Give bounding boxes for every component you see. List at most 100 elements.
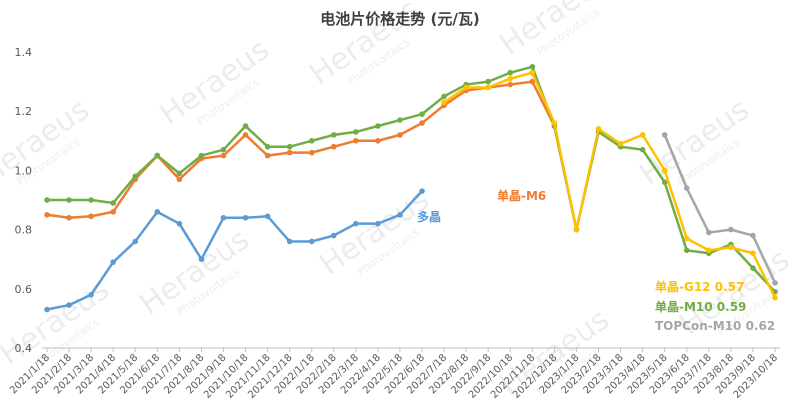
data-point [132, 238, 139, 245]
data-point [44, 212, 50, 218]
data-point [507, 75, 514, 82]
series-label: 单晶-M10 0.59 [655, 299, 746, 314]
data-point [397, 117, 403, 123]
data-point [66, 197, 72, 203]
y-tick-label: 1.4 [15, 46, 33, 59]
data-point [353, 129, 359, 135]
data-point [750, 265, 756, 271]
data-point [750, 232, 756, 239]
data-point [132, 173, 139, 180]
data-point [529, 69, 536, 76]
data-point [308, 138, 315, 144]
data-point [441, 99, 447, 106]
data-point [264, 213, 271, 220]
data-point [220, 214, 227, 221]
data-point [110, 209, 116, 215]
data-point [66, 214, 72, 221]
data-point [286, 143, 293, 150]
data-point [661, 132, 668, 138]
data-point [617, 140, 624, 147]
series-line [46, 80, 578, 230]
data-point [330, 232, 337, 239]
data-point [308, 149, 315, 156]
data-point [397, 212, 403, 218]
data-point [242, 123, 249, 129]
data-point [44, 306, 50, 313]
data-point [419, 120, 425, 126]
data-point [507, 69, 514, 76]
data-point [639, 146, 646, 153]
data-point [419, 188, 425, 194]
data-point [242, 132, 249, 138]
data-point [308, 238, 315, 245]
series-label: 单晶-G12 0.57 [655, 279, 744, 294]
data-point [110, 259, 116, 265]
data-point [220, 146, 227, 153]
series-line [46, 190, 423, 311]
series-line [663, 134, 777, 284]
data-point [750, 250, 756, 257]
data-point [573, 226, 580, 233]
data-point [375, 138, 381, 144]
data-point [375, 123, 381, 129]
data-point [44, 197, 50, 203]
data-point [683, 235, 690, 242]
data-point [551, 120, 558, 126]
data-point [286, 149, 293, 156]
data-point [706, 229, 712, 236]
data-point [507, 81, 514, 88]
data-point [353, 138, 359, 144]
chart-title: 电池片价格走势 (元/瓦) [320, 10, 479, 28]
data-point [66, 302, 72, 308]
data-point [198, 152, 205, 159]
data-point [595, 126, 602, 132]
data-point [441, 93, 447, 100]
data-point [176, 170, 183, 177]
y-tick-label: 1.2 [15, 105, 33, 118]
data-point [661, 167, 668, 174]
data-point [661, 179, 668, 186]
series-line [47, 65, 776, 293]
y-tick-label: 0.8 [15, 224, 33, 237]
data-point [683, 247, 690, 254]
data-point [154, 209, 161, 215]
data-point [220, 152, 227, 159]
data-point [88, 197, 94, 203]
data-point [639, 132, 646, 138]
data-point [375, 220, 381, 227]
series-label: 多晶 [417, 209, 441, 224]
data-point [88, 291, 94, 298]
data-point [330, 143, 337, 150]
data-point [485, 84, 492, 91]
data-point [529, 64, 536, 70]
y-tick-label: 0.4 [15, 342, 33, 355]
data-point [485, 78, 492, 85]
data-point [286, 238, 293, 245]
data-point [463, 84, 469, 91]
y-tick-label: 1.0 [15, 164, 33, 177]
data-point [242, 214, 249, 221]
series-line [443, 71, 777, 299]
data-point [683, 185, 690, 191]
data-point [728, 226, 734, 233]
data-point [772, 294, 778, 301]
data-point [728, 244, 734, 251]
data-point [330, 132, 337, 138]
data-point [110, 200, 116, 206]
data-point [772, 280, 778, 286]
data-point [353, 220, 359, 227]
data-point [176, 220, 183, 227]
data-point [176, 176, 183, 183]
series-label: TOPCon-M10 0.62 [655, 319, 775, 333]
data-point [706, 247, 712, 254]
data-point [198, 256, 205, 263]
data-point [264, 143, 271, 150]
data-point [264, 152, 271, 159]
data-point [397, 132, 403, 138]
